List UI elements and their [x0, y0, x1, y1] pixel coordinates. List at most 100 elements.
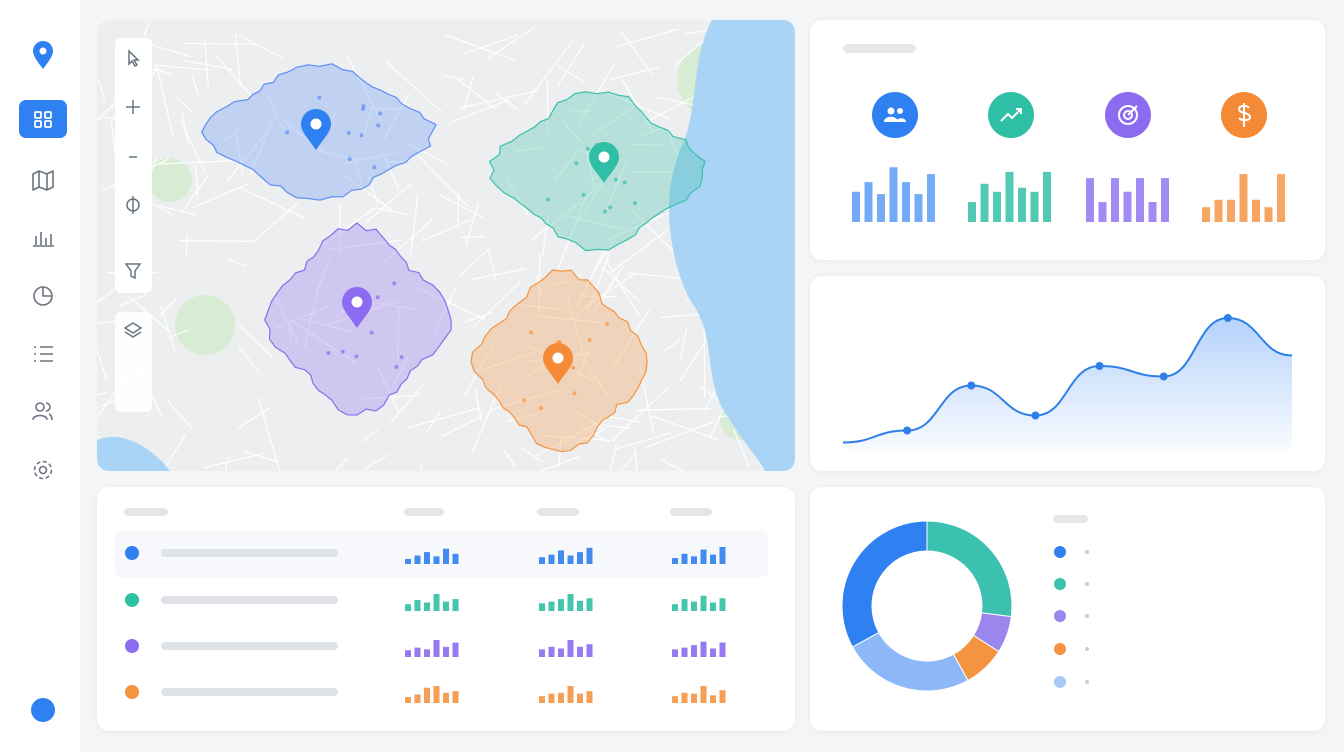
poi	[376, 123, 381, 128]
map[interactable]	[44, 20, 827, 517]
poi	[378, 111, 383, 116]
spark-bar	[567, 594, 574, 611]
trend-point	[967, 381, 976, 390]
trend-point	[1031, 411, 1040, 420]
poi	[369, 330, 374, 335]
tool-compass[interactable]	[126, 196, 140, 214]
spark-bar	[424, 649, 430, 657]
spark-bar	[424, 687, 430, 703]
kpi-bar	[927, 174, 935, 222]
spark-bar	[539, 557, 545, 564]
poi	[545, 197, 550, 202]
kpi-bar	[1202, 207, 1210, 222]
kpi-bar	[1277, 174, 1285, 222]
spark-bar	[710, 695, 716, 703]
spark-bar	[577, 693, 583, 703]
spark-bar	[700, 549, 707, 564]
kpi-bar	[1005, 171, 1014, 222]
poi	[632, 201, 637, 206]
sidebar	[0, 0, 80, 752]
map-pin-dot	[310, 118, 322, 130]
spark-bar	[405, 650, 411, 657]
spark-bar	[681, 553, 688, 564]
spark-bar	[577, 552, 583, 564]
kpi-bar	[914, 194, 923, 222]
nav-pie[interactable]	[33, 286, 53, 306]
poi	[285, 130, 290, 135]
spark-bar	[710, 648, 716, 657]
park	[175, 295, 235, 355]
spark-bar	[424, 602, 430, 611]
nav-charts[interactable]	[33, 232, 54, 247]
share-legend	[1053, 515, 1089, 688]
poi	[372, 165, 377, 170]
kpi-bar	[852, 191, 860, 222]
kpi-bar	[1252, 199, 1260, 222]
spark-bar	[433, 686, 440, 703]
spark-bar	[443, 692, 449, 703]
poi	[529, 330, 534, 335]
kpi-bar	[864, 182, 873, 222]
spark-bar	[577, 646, 583, 657]
nav-map[interactable]	[32, 170, 54, 191]
spark-bar	[691, 693, 697, 703]
trend-point	[1159, 372, 1168, 381]
poi	[361, 104, 366, 109]
poi	[317, 95, 322, 100]
spark-bar	[452, 642, 459, 657]
spark-bar	[672, 604, 678, 611]
tool-select[interactable]	[128, 49, 140, 67]
spark-bar	[539, 603, 545, 611]
row-label-placeholder	[161, 549, 338, 557]
kpi-bar	[1227, 199, 1235, 222]
poi	[604, 321, 609, 326]
poi	[394, 364, 399, 369]
tool-zoom-in[interactable]	[126, 100, 140, 114]
poi	[399, 355, 404, 360]
spark-bar	[405, 558, 411, 564]
spark-bar	[452, 599, 459, 611]
kpi-bar	[1264, 207, 1273, 222]
kpi-bar	[993, 191, 1001, 222]
nav-list[interactable]	[34, 346, 53, 362]
water	[97, 436, 170, 471]
poi	[587, 338, 592, 343]
poi	[574, 161, 579, 166]
toolbar-icons	[123, 49, 143, 338]
row-label-placeholder	[161, 596, 338, 604]
nav-dashboard[interactable]	[19, 100, 67, 138]
logo	[33, 41, 53, 69]
spark-bar	[691, 645, 697, 657]
spark-bar	[567, 640, 574, 657]
spark-bar	[548, 554, 555, 564]
spark-bar	[681, 692, 688, 703]
tool-layers[interactable]	[123, 322, 143, 338]
spark-bar	[443, 646, 449, 657]
spark-bar	[710, 554, 716, 564]
spark-bar	[700, 641, 707, 657]
spark-bar	[539, 696, 545, 703]
map-pin-dot	[351, 296, 363, 308]
poi	[581, 192, 586, 197]
spark-bar	[586, 598, 593, 611]
kpi-bar	[1098, 202, 1107, 222]
title-placeholder	[843, 44, 916, 53]
trend-point	[1223, 314, 1232, 322]
poi	[359, 133, 364, 138]
kpi-bar	[980, 183, 989, 222]
nav-settings[interactable]	[33, 460, 53, 480]
user-avatar[interactable]	[31, 698, 55, 722]
spark-bar	[443, 601, 449, 611]
table-row-highlight	[115, 531, 768, 577]
tool-filter[interactable]	[124, 263, 142, 280]
poi	[602, 209, 607, 214]
spark-bar	[558, 599, 564, 611]
kpi-bar	[968, 202, 976, 222]
nav-users[interactable]	[32, 402, 53, 421]
trend-point	[1095, 362, 1104, 370]
kpi-card	[810, 20, 1325, 260]
poi	[608, 205, 613, 210]
poi	[375, 295, 380, 300]
spark-bar	[691, 556, 697, 564]
